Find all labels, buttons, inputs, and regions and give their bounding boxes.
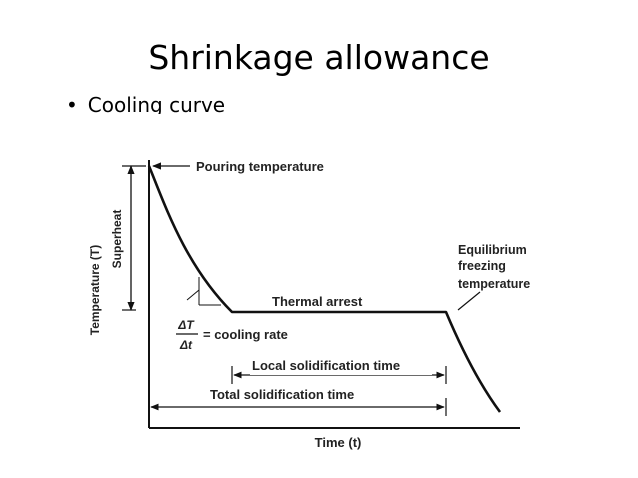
local-solidification-label: Local solidification time xyxy=(252,358,400,373)
bullet-text: Cooling curve xyxy=(87,93,226,114)
cooling-rate-label: = cooling rate xyxy=(203,327,288,342)
local-solidification-label-bg xyxy=(250,359,432,375)
bullet-item: • Cooling curve xyxy=(66,90,225,114)
slide-title: Shrinkage allowance xyxy=(148,38,490,77)
cooling-curve xyxy=(147,165,502,413)
equilibrium-leader xyxy=(457,291,481,311)
equilibrium-label-line-2: freezing xyxy=(458,259,506,273)
thermal-arrest-label: Thermal arrest xyxy=(272,294,363,309)
superheat-label: Superheat xyxy=(110,210,124,269)
y-axis-label: Temperature (T) xyxy=(88,245,102,335)
slope-leader xyxy=(186,289,200,301)
equilibrium-label-line-3: temperature xyxy=(458,277,530,291)
delta-t-numerator: ΔT xyxy=(177,318,195,332)
total-solidification-label-bg xyxy=(206,387,388,403)
bullet-dot: • xyxy=(66,93,78,114)
x-axis-label: Time (t) xyxy=(315,435,362,450)
delta-t-denominator: Δt xyxy=(179,338,193,352)
total-solidification-label: Total solidification time xyxy=(210,387,354,402)
equilibrium-label-line-1: Equilibrium xyxy=(458,243,527,257)
pouring-temperature-label: Pouring temperature xyxy=(196,159,324,174)
